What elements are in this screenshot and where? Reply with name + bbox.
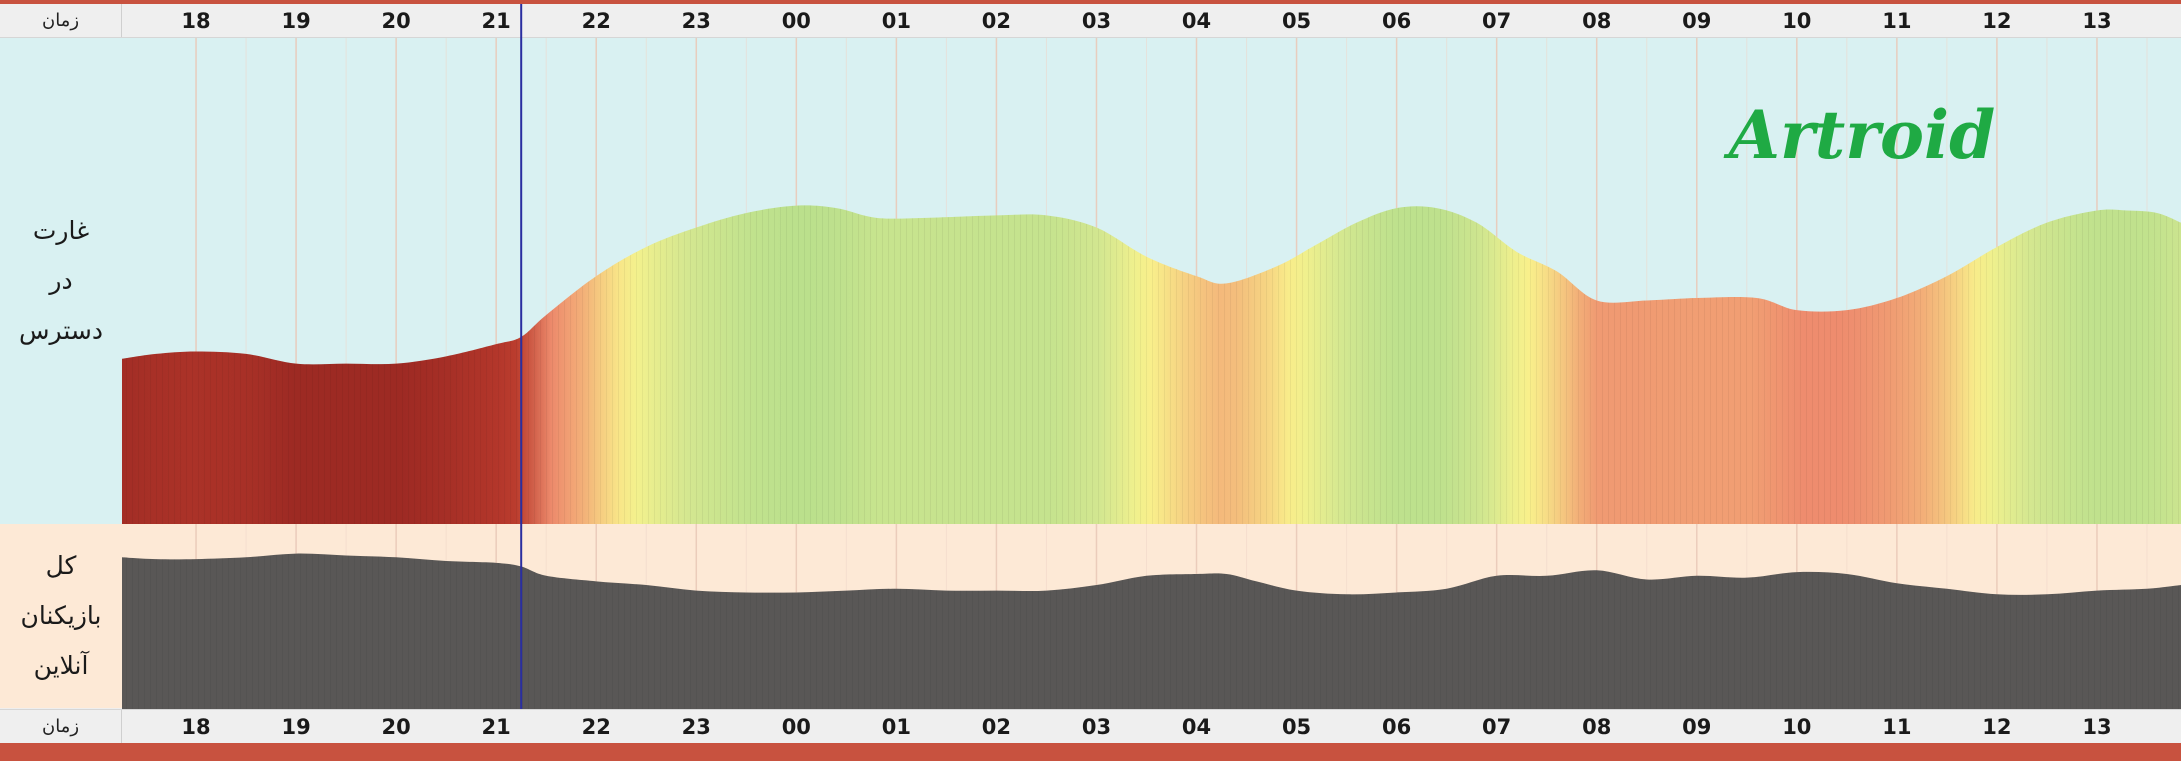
- hour-tick-label: 09: [1682, 8, 1712, 33]
- time-axis-label: زمان: [0, 4, 122, 37]
- time-axis-label: زمان: [0, 710, 122, 743]
- hour-tick-label: 13: [2082, 714, 2112, 739]
- hour-tick-label: 08: [1582, 8, 1612, 33]
- hour-tick-label: 12: [1982, 714, 2012, 739]
- players-label-line: کل: [45, 551, 77, 580]
- raid-label-line: در: [49, 266, 73, 295]
- raid-row-label: غارت در دسترس: [0, 38, 122, 524]
- hour-tick-label: 19: [281, 714, 311, 739]
- hour-tick-label: 00: [781, 714, 811, 739]
- players-row-label: کل بازیکنان آنلاین: [0, 524, 122, 708]
- hour-tick-label: 11: [1882, 8, 1912, 33]
- hour-tick-label: 00: [781, 8, 811, 33]
- hour-tick-label: 03: [1081, 8, 1112, 33]
- hour-tick-label: 22: [581, 8, 611, 33]
- hour-tick-label: 01: [881, 8, 911, 33]
- hour-tick-label: 23: [681, 714, 711, 739]
- hour-tick-label: 22: [581, 714, 611, 739]
- hour-tick-label: 09: [1682, 714, 1712, 739]
- players-label-line: بازیکنان: [20, 601, 102, 630]
- hour-tick-label: 21: [481, 714, 511, 739]
- hour-tick-label: 20: [381, 8, 411, 33]
- players-label-line: آنلاین: [33, 651, 89, 680]
- hour-tick-label: 04: [1181, 8, 1212, 33]
- hour-tick-label: 10: [1782, 8, 1812, 33]
- hour-tick-label: 02: [981, 714, 1012, 739]
- hour-tick-label: 19: [281, 8, 311, 33]
- hour-tick-label: 06: [1381, 714, 1412, 739]
- hour-tick-label: 21: [481, 8, 511, 33]
- hour-tick-label: 12: [1982, 8, 2012, 33]
- hour-tick-label: 11: [1882, 714, 1912, 739]
- hour-tick-label: 20: [381, 714, 411, 739]
- hour-tick-label: 05: [1281, 8, 1312, 33]
- raid-label-line: دسترس: [19, 316, 103, 345]
- hour-tick-label: 06: [1381, 8, 1412, 33]
- hour-tick-label: 07: [1482, 8, 1512, 33]
- time-axis-top: زمان 18 19 20 21 22 23 00 01 02 03 04 05 06 07 08 09 10 1…: [0, 4, 2181, 38]
- hour-tick-label: 18: [181, 714, 211, 739]
- time-axis-bottom: زمان 18 19 20 21 22 23 00 01 02 03 04 05 06 07 08 09 10 1…: [0, 709, 2181, 743]
- hour-tick-label: 23: [681, 8, 711, 33]
- artroid-watermark: Artroid: [1723, 96, 1995, 174]
- hour-tick-label: 18: [181, 8, 211, 33]
- players-area-texture: [122, 553, 2181, 709]
- hour-tick-label: 04: [1181, 714, 1212, 739]
- hour-tick-label: 07: [1482, 714, 1512, 739]
- raid-area-texture: [122, 205, 2181, 525]
- hour-tick-label: 05: [1281, 714, 1312, 739]
- raid-label-line: غارت: [32, 216, 90, 245]
- hour-tick-label: 02: [981, 8, 1012, 33]
- hour-tick-label: 08: [1582, 714, 1612, 739]
- hour-tick-label: 10: [1782, 714, 1812, 739]
- hour-tick-label: 13: [2082, 8, 2112, 33]
- hour-tick-label: 03: [1081, 714, 1112, 739]
- hour-tick-label: 01: [881, 714, 911, 739]
